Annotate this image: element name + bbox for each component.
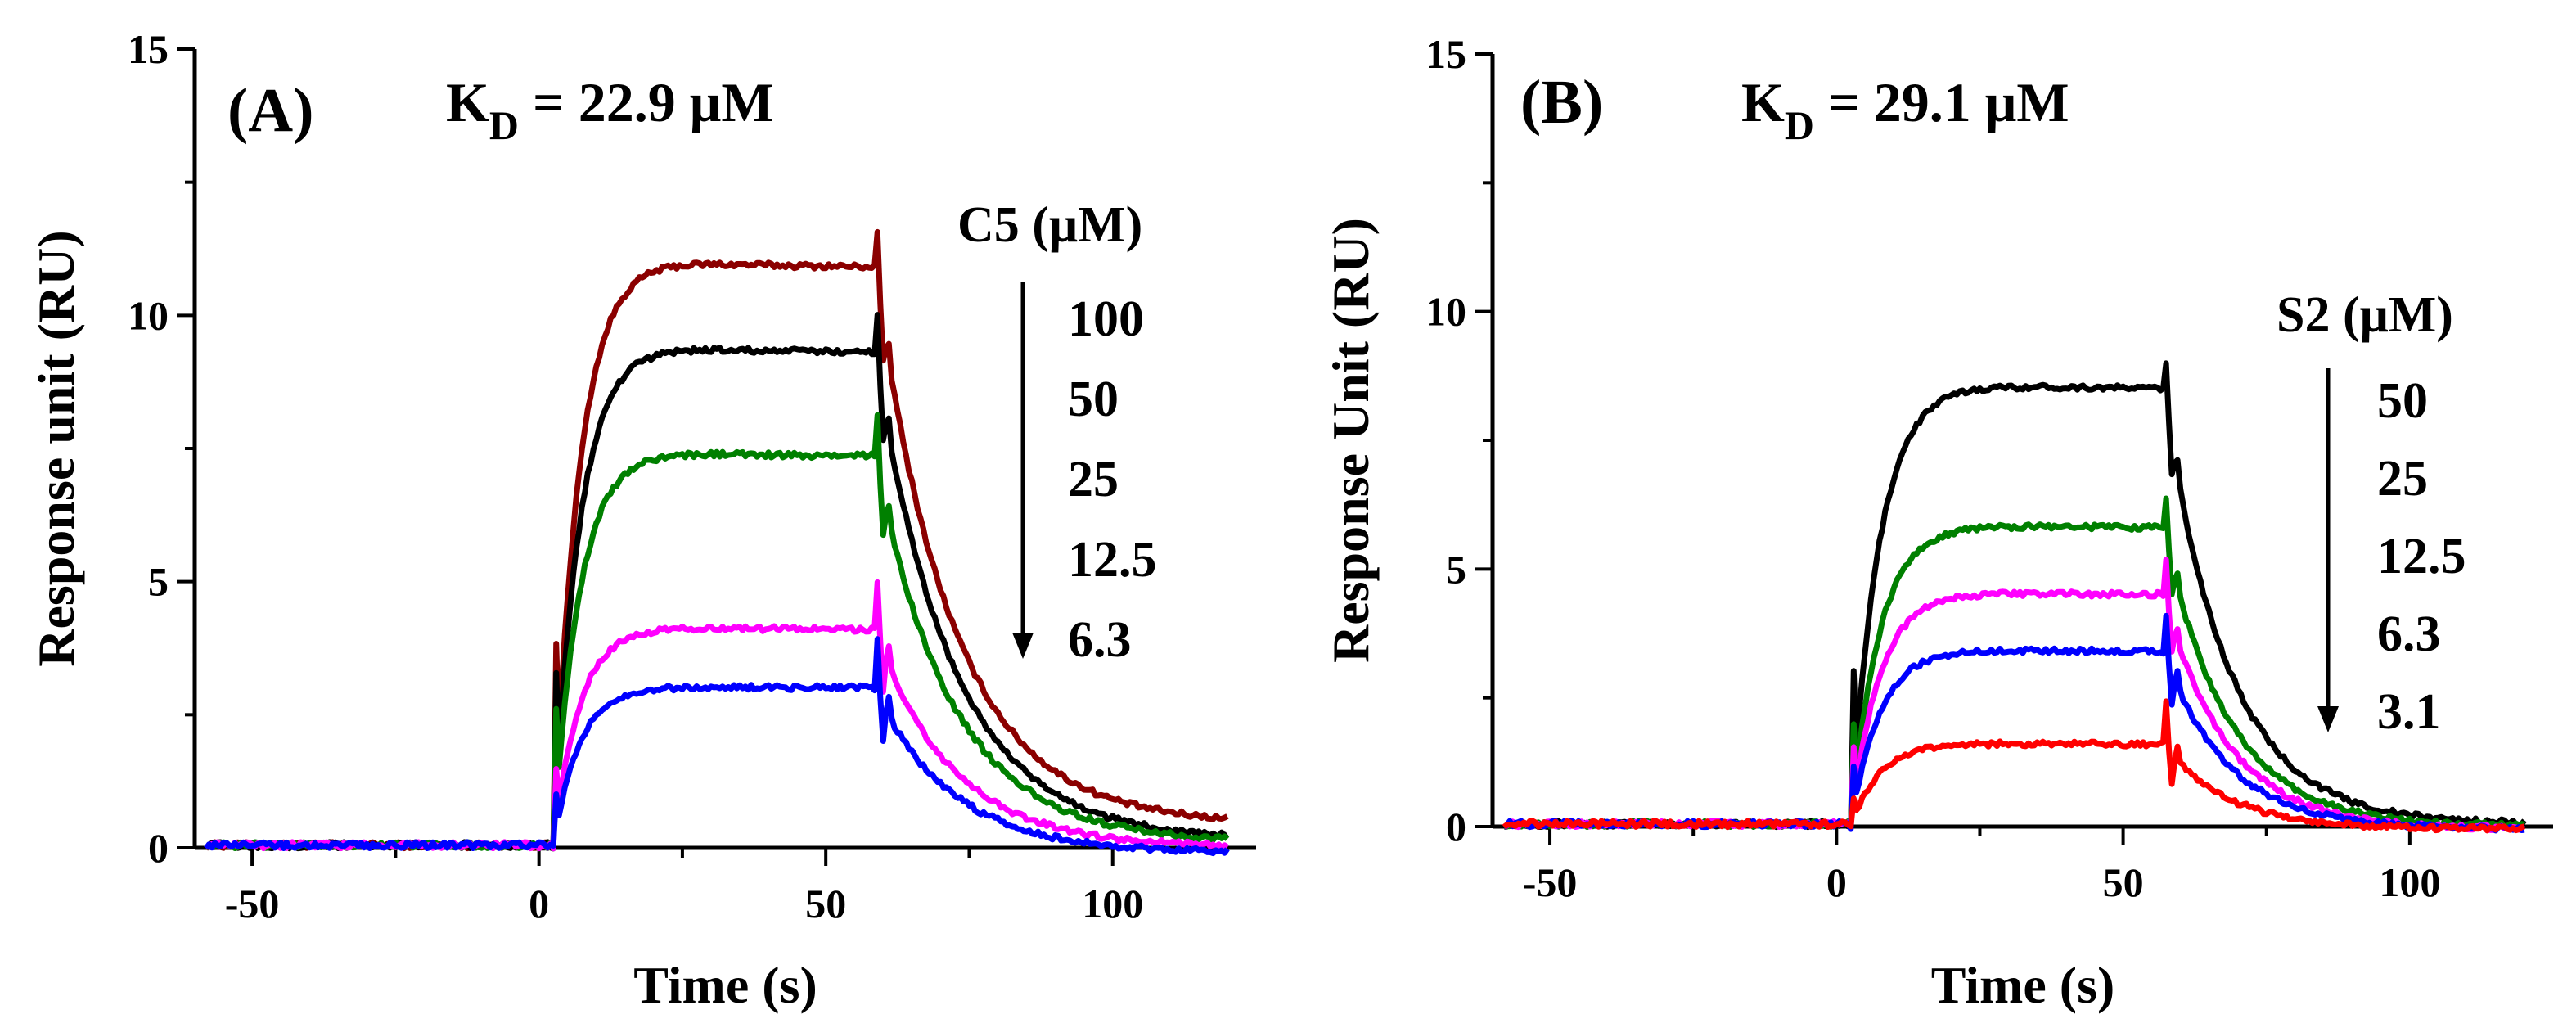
legend-entry: 12.5 — [2377, 529, 2466, 584]
series-group — [204, 228, 1230, 857]
y-tick-label: 15 — [128, 26, 169, 72]
x-tick-label: 0 — [529, 881, 549, 926]
kd-annotation: KD = 29.1 μM — [1741, 71, 2069, 148]
y-tick-label: 10 — [1425, 289, 1466, 335]
series-line-6-3 — [204, 636, 1230, 857]
legend-title: S2 (μM) — [2277, 287, 2453, 343]
x-axis-title: Time (s) — [633, 956, 817, 1014]
x-tick-label: 0 — [1826, 859, 1847, 905]
legend-entry: 50 — [2377, 373, 2428, 429]
kd-annotation: KD = 22.9 μM — [446, 71, 774, 148]
y-axis-title: Response unit (RU) — [27, 230, 85, 666]
panel-a: -50 0 50 100 0 5 10 15 Time (s) Response unit (RU… — [27, 26, 1256, 1014]
legend-entry: 6.3 — [2377, 606, 2441, 662]
x-tick-label: 100 — [2379, 859, 2440, 905]
y-axis-title: Response Unit (RU) — [1322, 218, 1380, 663]
x-tick-label: -50 — [1523, 859, 1578, 905]
y-tick-label: 5 — [1446, 546, 1466, 592]
y-tick-label: 5 — [148, 559, 169, 605]
series-line-6-3 — [1502, 612, 2525, 834]
arrow-head-icon — [2317, 706, 2339, 732]
arrow-head-icon — [1012, 633, 1034, 659]
series-group — [1502, 360, 2527, 834]
legend-entry: 6.3 — [1068, 612, 1132, 668]
x-tick-label: -50 — [225, 881, 280, 926]
x-tick-label: 50 — [805, 881, 846, 926]
legend-entry: 25 — [1068, 452, 1119, 507]
legend-entry: 25 — [2377, 451, 2428, 507]
legend-entry: 100 — [1068, 291, 1144, 347]
legend-entry: 50 — [1068, 372, 1119, 427]
panel-b: -50 0 50 100 0 5 10 15 Time (s) Response Unit (RU… — [1322, 31, 2553, 1014]
legend-entry: 12.5 — [1068, 532, 1157, 588]
series-line-3-1 — [1502, 698, 2525, 834]
series-line-25 — [1503, 495, 2525, 831]
y-tick-label: 0 — [1446, 804, 1466, 849]
y-tick-label: 10 — [128, 292, 169, 338]
legend-entry: 3.1 — [2377, 684, 2441, 740]
y-tick-label: 15 — [1425, 31, 1466, 77]
x-tick-label: 100 — [1082, 881, 1143, 926]
legend-title: C5 (μM) — [957, 197, 1142, 253]
series-line-12-5 — [1502, 557, 2525, 833]
x-axis-title: Time (s) — [1931, 956, 2115, 1014]
panel-label: (B) — [1520, 68, 1603, 137]
y-tick-label: 0 — [148, 825, 169, 871]
x-tick-label: 50 — [2103, 859, 2144, 905]
panel-label: (A) — [227, 76, 314, 145]
